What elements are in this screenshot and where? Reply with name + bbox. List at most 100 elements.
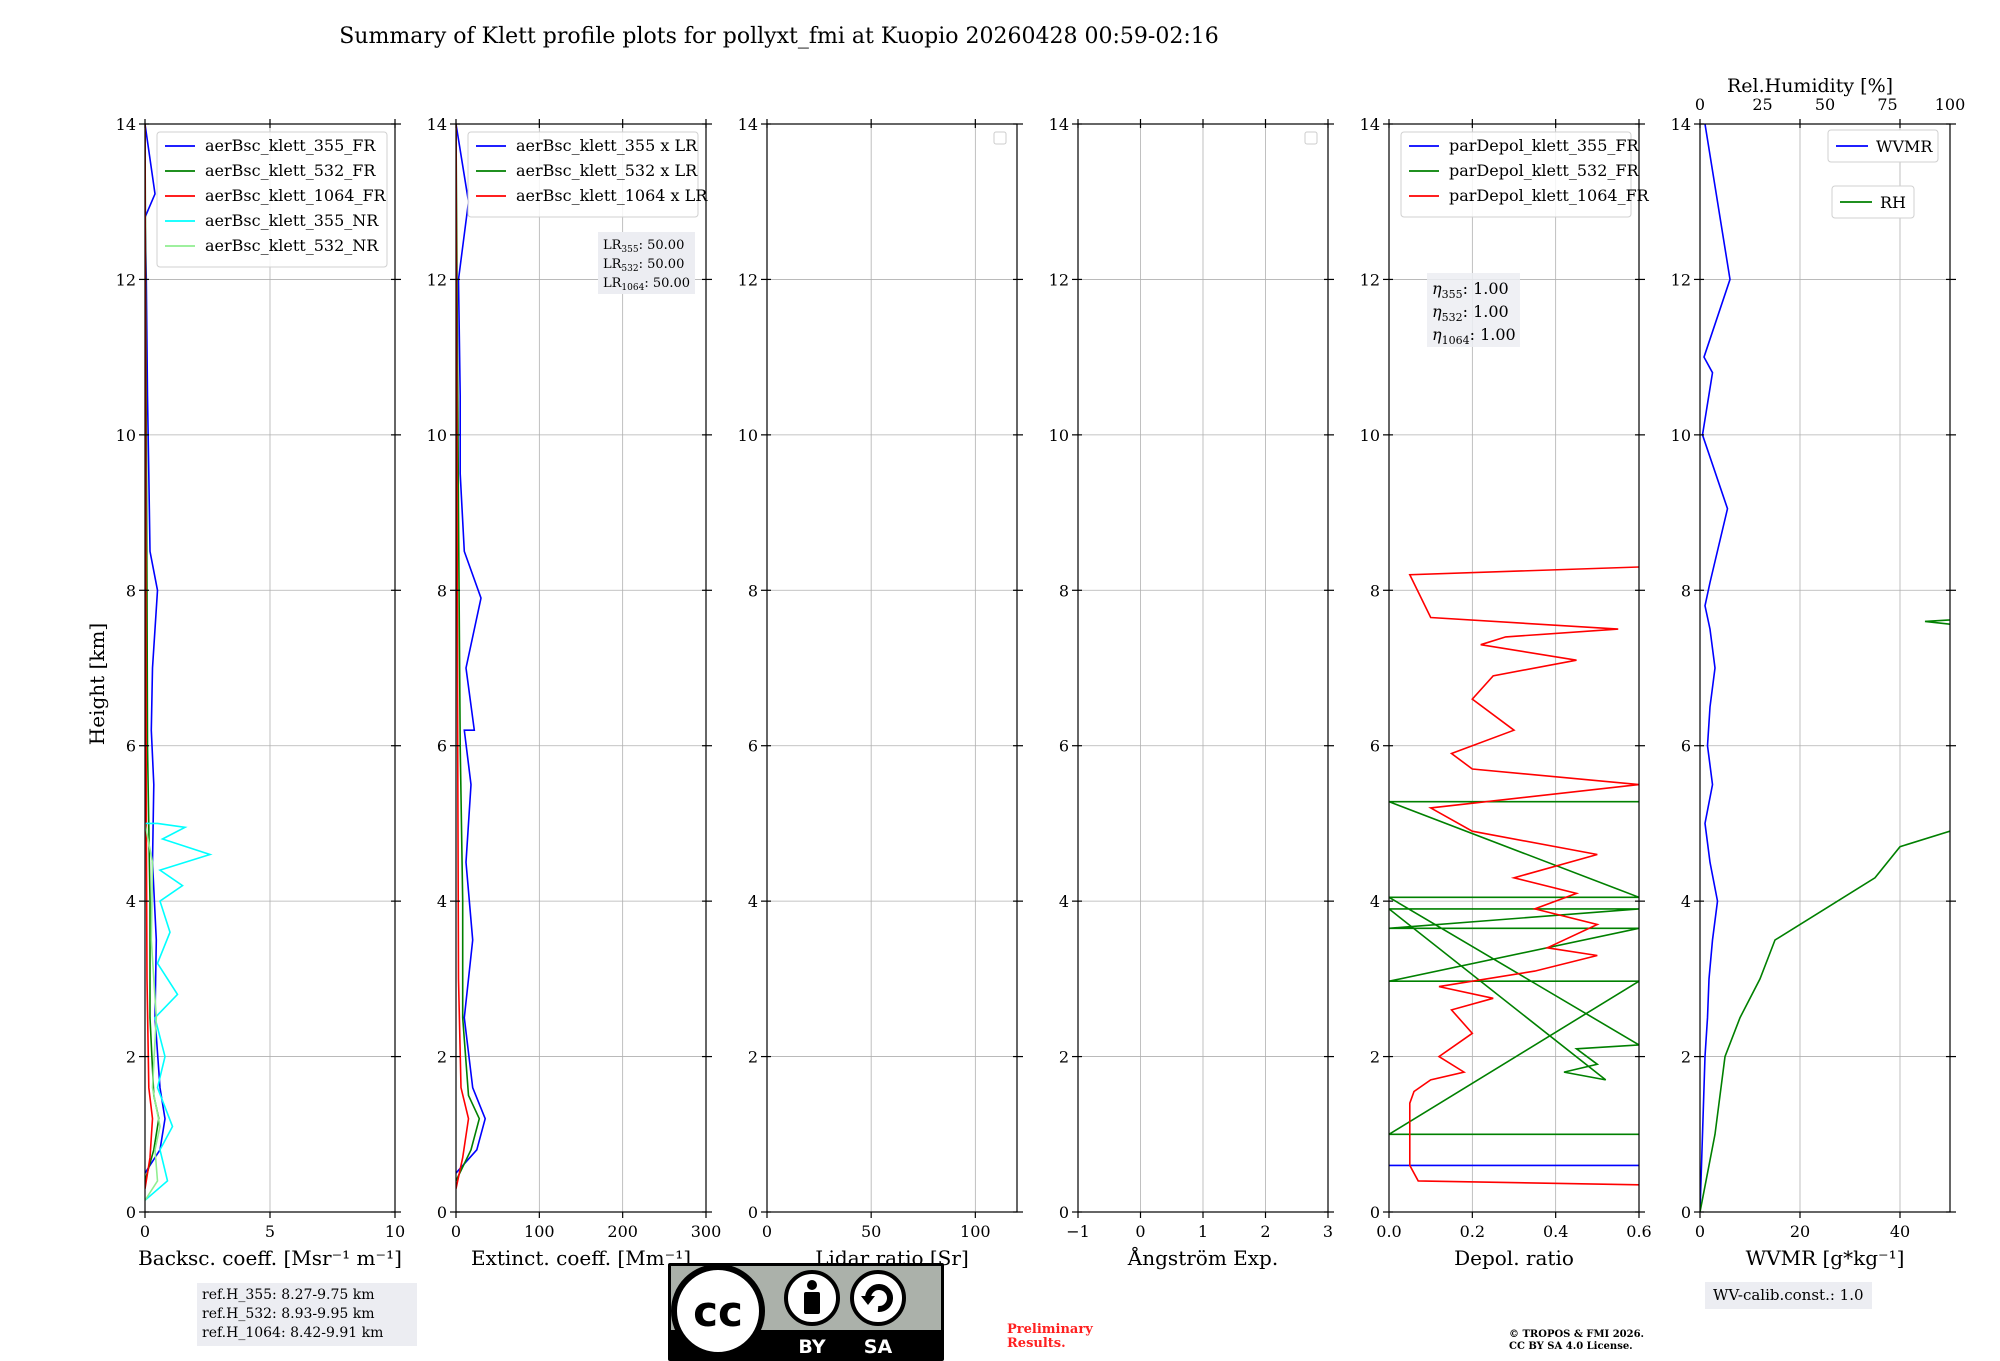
legend-entry: parDepol_klett_355_FR <box>1449 136 1640 155</box>
y-tick-label: 14 <box>427 115 447 134</box>
x-tick-label: 300 <box>691 1222 722 1241</box>
y-tick-label: 14 <box>116 115 136 134</box>
legend-WVMR: WVMR <box>1827 129 1939 163</box>
y-tick-label: 12 <box>1360 270 1380 289</box>
legend: aerBsc_klett_355_FR aerBsc_klett_532_FRae… <box>156 131 388 268</box>
x-axis-label: WVMR [g*kg⁻¹] <box>1746 1246 1905 1270</box>
legend-box <box>156 131 388 268</box>
y-tick-label: 12 <box>427 270 447 289</box>
legend: parDepol_klett_355_FR parDepol_klett_532_… <box>1400 131 1650 218</box>
rh-tick-label: 75 <box>1877 95 1897 114</box>
legend-entry: aerBsc_klett_1064_FR <box>205 186 387 205</box>
legend-entry: parDepol_klett_532_FR <box>1449 161 1640 180</box>
y-tick-label: 4 <box>1059 892 1069 911</box>
lidar-ratio-532: LR532: 50.00 <box>603 257 684 274</box>
y-tick-label: 10 <box>1049 426 1069 445</box>
x-axis-label: Depol. ratio <box>1454 1246 1574 1270</box>
license-by-label: BY <box>798 1336 825 1358</box>
y-tick-label: 10 <box>738 426 758 445</box>
y-tick-label: 4 <box>437 892 447 911</box>
x-tick-label: 0.6 <box>1626 1222 1651 1241</box>
rh-tick-label: 0 <box>1695 95 1705 114</box>
legend-box <box>1827 129 1939 163</box>
y-tick-label: 12 <box>738 270 758 289</box>
rh-tick-label: 100 <box>1935 95 1966 114</box>
lidar-ratio-bg <box>598 232 695 294</box>
y-tick-label: 12 <box>1049 270 1069 289</box>
series-parDepol_klett_532_FR <box>1389 800 1639 1136</box>
y-tick-label: 6 <box>748 737 758 756</box>
y-tick-label: 8 <box>126 581 136 600</box>
y-tick-label: 6 <box>1370 737 1380 756</box>
y-tick-label: 6 <box>1059 737 1069 756</box>
eta-1064: η1064: 1.00 <box>1432 325 1516 347</box>
x-tick-label: 20 <box>1790 1222 1810 1241</box>
x-tick-label: 3 <box>1323 1222 1333 1241</box>
license-sa-label: SA <box>864 1336 893 1358</box>
series-aerBsc_klett_532_FR <box>145 124 160 1182</box>
panel-wvmr: 0 2 4 6 8 10 12 14 0 20 40 WVMR [g*kg⁻¹] WVMR RH <box>1671 115 1956 1270</box>
ref-height-1064: ref.H_1064: 8.42-9.91 km <box>202 1325 384 1341</box>
x-tick-label: 5 <box>265 1222 275 1241</box>
y-tick-label: 14 <box>1360 115 1380 134</box>
lidar-ratio-box: LR355: 50.00 LR532: 50.00 LR1064: 50.00 <box>598 232 695 294</box>
legend-entry: aerBsc_klett_355_NR <box>205 211 379 230</box>
copyright-line-1: © TROPOS & FMI 2026. <box>1509 1329 1645 1340</box>
reference-height-box: ref.H_355: 8.27-9.75 km ref.H_532: 8.93-… <box>197 1283 417 1346</box>
ref-height-355: ref.H_355: 8.27-9.75 km <box>202 1287 375 1303</box>
x-tick-label: 0.2 <box>1460 1222 1485 1241</box>
y-tick-label: 10 <box>1360 426 1380 445</box>
legend-entry: aerBsc_klett_532_NR <box>205 236 379 255</box>
y-tick-label: 14 <box>1049 115 1069 134</box>
legend-entry: parDepol_klett_1064_FR <box>1449 186 1650 205</box>
series-aerBsc_klett_532_NR <box>145 823 161 1201</box>
x-tick-label: 0.0 <box>1376 1222 1401 1241</box>
y-axis-label: Height [km] <box>85 623 109 745</box>
y-tick-label: 14 <box>1671 115 1691 134</box>
series-RH <box>1700 543 1950 1212</box>
legend-box <box>467 131 699 218</box>
eta-355: η355: 1.00 <box>1432 279 1509 301</box>
x-tick-label: 50 <box>861 1222 881 1241</box>
y-tick-label: 6 <box>437 737 447 756</box>
legend-box <box>1400 131 1632 218</box>
y-tick-label: 2 <box>1059 1048 1069 1067</box>
y-tick-label: 8 <box>748 581 758 600</box>
x-tick-label: 0 <box>762 1222 772 1241</box>
y-tick-label: 8 <box>1370 581 1380 600</box>
series-aerBsc_klett_355 x LR <box>456 124 487 1174</box>
x-axis-label: Extinct. coeff. [Mm⁻¹] <box>471 1246 691 1270</box>
y-tick-label: 8 <box>1681 581 1691 600</box>
series-aerBsc_klett_1064_FR <box>145 124 154 1189</box>
y-tick-label: 12 <box>1671 270 1691 289</box>
y-tick-label: 0 <box>437 1203 447 1222</box>
preliminary-note: Preliminary Results. <box>1007 1323 1093 1351</box>
y-tick-label: 0 <box>748 1203 758 1222</box>
y-tick-label: 4 <box>1370 892 1380 911</box>
y-tick-label: 10 <box>427 426 447 445</box>
copyright-note: © TROPOS & FMI 2026. CC BY SA 4.0 Licens… <box>1509 1329 1644 1353</box>
x-tick-label: −1 <box>1066 1222 1090 1241</box>
legend-RH: RH <box>1831 185 1915 219</box>
lidar-ratio-355: LR355: 50.00 <box>603 238 684 255</box>
panel-backscatter: 0 2 4 6 8 10 12 14 0 5 10 Backsc. coeff. [Msr⁻¹ m⁻¹… <box>116 115 406 1270</box>
series-parDepol_klett_1064_FR <box>1408 566 1639 1186</box>
y-tick-label: 10 <box>116 426 136 445</box>
empty-legend <box>993 131 1007 145</box>
legend-box <box>1831 185 1915 219</box>
x-tick-label: 100 <box>524 1222 555 1241</box>
panel-depol: 0 2 4 6 8 10 12 14 0.0 0.2 0.4 0.6 Depol. ratio parDe… <box>1360 115 1652 1270</box>
share-alike-icon <box>865 1284 893 1313</box>
y-tick-label: 0 <box>1681 1203 1691 1222</box>
cc-emblem-text: cc <box>693 1287 743 1336</box>
x-tick-label: 1 <box>1198 1222 1208 1241</box>
series-aerBsc_klett_355_NR <box>145 822 213 1201</box>
figure-title: Summary of Klett profile plots for polly… <box>339 24 1219 49</box>
wv-calibration-box: WV-calib.const.: 1.0 <box>1705 1282 1872 1309</box>
x-tick-label: 2 <box>1260 1222 1270 1241</box>
y-tick-label: 0 <box>1370 1203 1380 1222</box>
